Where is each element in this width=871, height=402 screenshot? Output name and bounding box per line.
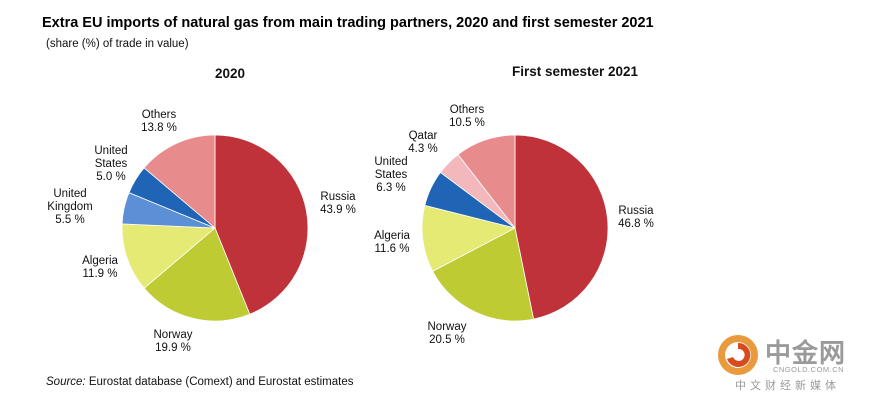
figure-title: Extra EU imports of natural gas from mai…: [42, 15, 654, 31]
watermark-name: 中金网: [765, 338, 847, 368]
slice-label-algeria: Algeria 11.9 %: [82, 255, 118, 280]
slice-label-russia: Russia 46.8 %: [618, 205, 654, 230]
source-label: Source:: [46, 376, 86, 388]
chart-title-2020: 2020: [214, 66, 246, 81]
slice-label-united-states: United States 5.0 %: [94, 145, 127, 183]
slice-label-norway: Norway 20.5 %: [428, 321, 467, 346]
pie-slice-norway: [432, 227, 535, 322]
pie-first-semester-2021: Russia 46.8 % Norway 20.5 % Algeria 11.6 % Uni…: [374, 104, 654, 346]
source-text: Eurostat database (Comext) and Eurostat …: [88, 376, 354, 388]
pie-slice-others: [143, 134, 216, 229]
pie-2020: Russia 43.9 % Norway 19.9 % Algeria 11.9 % Uni…: [47, 109, 356, 354]
watermark-tagline: 中文财经新媒体: [735, 380, 840, 392]
pie-slice-algeria: [421, 204, 517, 272]
pie-slice-russia: [514, 134, 609, 320]
pie-slice-norway: [143, 227, 251, 322]
watermark-url: CNGOLD.COM.CN: [773, 365, 845, 374]
pie-slice-russia: [214, 134, 309, 315]
slice-label-others: Others 10.5 %: [449, 104, 485, 129]
slice-label-qatar: Qatar 4.3 %: [408, 130, 437, 155]
chart-title-first-semester-2021: First semester 2021: [511, 64, 639, 79]
slice-label-norway: Norway 19.9 %: [154, 329, 193, 354]
slice-label-algeria: Algeria 11.6 %: [374, 230, 410, 255]
cngold-logo-icon: [718, 335, 758, 375]
pie-slice-others: [457, 134, 516, 230]
source-note: Source: Eurostat database (Comext) and E…: [46, 376, 353, 388]
slice-label-others: Others 13.8 %: [141, 109, 177, 134]
pie-slice-algeria: [121, 223, 217, 289]
slice-label-united-states: United States 6.3 %: [374, 156, 407, 194]
slice-label-united-kingdom: United Kingdom 5.5 %: [47, 188, 92, 226]
slice-label-russia: Russia 43.9 %: [320, 191, 356, 216]
figure-subtitle: (share (%) of trade in value): [46, 38, 189, 50]
